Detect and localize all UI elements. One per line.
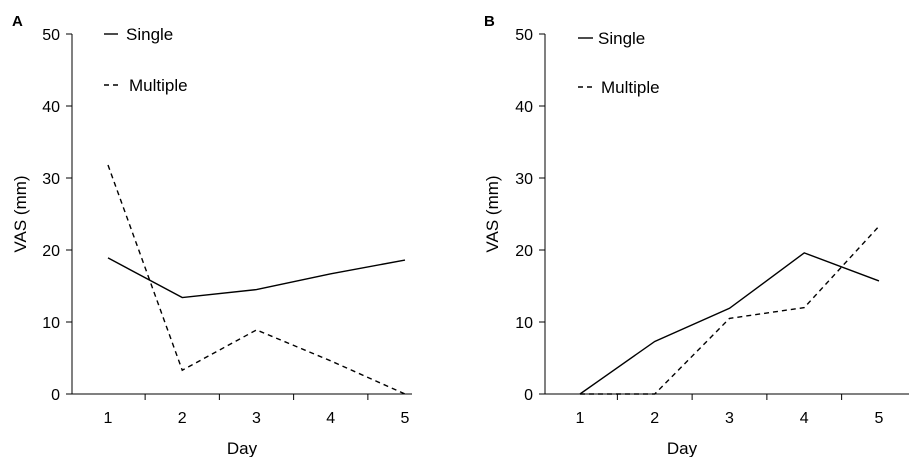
- x-tick-label: 5: [401, 410, 410, 427]
- legend-label-single: Single: [126, 25, 173, 44]
- y-tick-label: 30: [515, 171, 533, 188]
- x-tick-label: 1: [576, 410, 585, 427]
- series-line-single: [579, 252, 880, 395]
- series-line-single: [107, 257, 406, 299]
- y-tick-label: 40: [42, 99, 60, 116]
- x-tick-label: 1: [104, 410, 113, 427]
- panel-letter: A: [12, 13, 23, 30]
- x-tick-label: 3: [252, 410, 261, 427]
- y-tick-label: 20: [515, 243, 533, 260]
- y-tick-label: 30: [42, 171, 60, 188]
- y-tick-label: 50: [515, 27, 533, 44]
- y-tick-label: 50: [42, 27, 60, 44]
- x-tick-label: 3: [725, 410, 734, 427]
- x-tick-label: 5: [875, 410, 884, 427]
- x-tick-label: 4: [800, 410, 809, 427]
- y-tick-label: 0: [524, 387, 533, 404]
- series-line-multiple: [107, 164, 406, 395]
- x-tick-label: 2: [650, 410, 659, 427]
- legend-label-single: Single: [598, 29, 645, 48]
- y-tick-label: 10: [42, 315, 60, 332]
- series-line-multiple: [580, 225, 880, 395]
- y-tick-label: 40: [515, 99, 533, 116]
- x-axis-title: Day: [667, 439, 698, 457]
- panel-letter: B: [484, 13, 495, 30]
- x-tick-label: 2: [178, 410, 187, 427]
- legend-label-multiple: Multiple: [601, 78, 660, 97]
- y-tick-label: 0: [51, 387, 60, 404]
- x-tick-label: 4: [326, 410, 335, 427]
- legend-label-multiple: Multiple: [129, 76, 188, 95]
- y-axis-title: VAS (mm): [11, 175, 30, 252]
- chart-panel-a: A 0 10 20 30 40 50 1 2 3 4 5 Day VAS (mm) Single Multip…: [11, 13, 412, 457]
- y-tick-label: 10: [515, 315, 533, 332]
- y-tick-label: 20: [42, 243, 60, 260]
- y-axis-title: VAS (mm): [483, 175, 502, 252]
- chart-panel-b: B 0 10 20 30 40 50 1 2 3 4 5 Day VAS (mm) Single Multip…: [483, 13, 909, 457]
- x-axis-title: Day: [227, 439, 258, 457]
